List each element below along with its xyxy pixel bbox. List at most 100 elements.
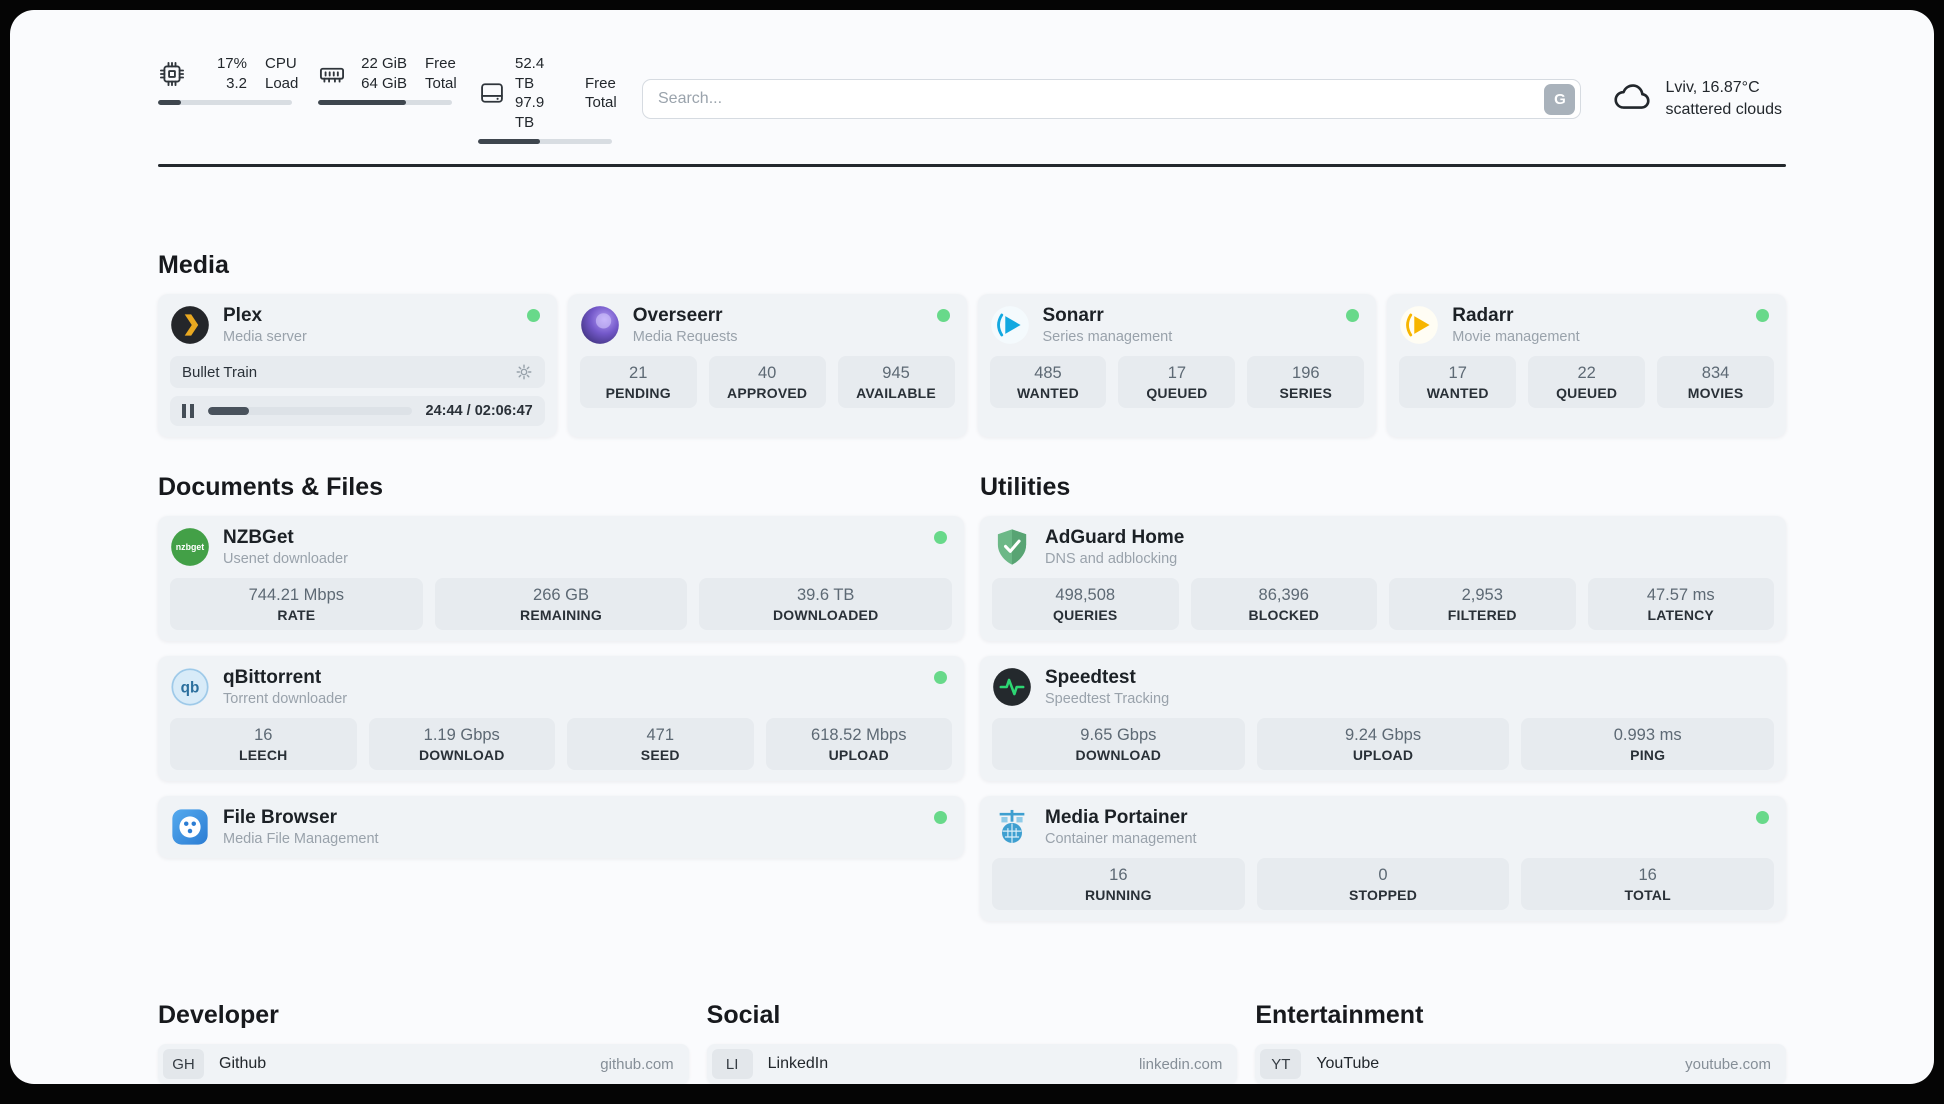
svg-text:nzbget: nzbget <box>176 542 204 552</box>
cpu-load-value: 3.2 <box>226 74 247 92</box>
cpu-label-2: Load <box>265 74 299 92</box>
search-engine-button[interactable]: G <box>1544 83 1576 115</box>
stat-value: 16 <box>1109 866 1128 884</box>
cloud-icon <box>1611 76 1653 123</box>
status-dot <box>1756 309 1769 322</box>
stat-value: 1.19 Gbps <box>423 726 500 744</box>
stat-value: 17 <box>1448 364 1467 382</box>
app-name: Sonarr <box>1042 305 1104 326</box>
search-input[interactable] <box>658 90 1545 108</box>
stat-label: FILTERED <box>1447 607 1517 623</box>
section-media: Media Plex Media server <box>158 251 1786 437</box>
stat-value: 2,953 <box>1461 586 1503 604</box>
app-subtitle: Media server <box>223 329 307 345</box>
gear-icon[interactable] <box>515 363 533 381</box>
stat-value: 618.52 Mbps <box>811 726 907 744</box>
documents-section-title: Documents & Files <box>158 473 384 501</box>
bookmark-name: Github <box>219 1055 267 1072</box>
stat-upload: 9.24 Gbps UPLOAD <box>1256 718 1510 770</box>
stat-label: LATENCY <box>1647 607 1714 623</box>
section-entertainment: Entertainment YT YouTube youtube.com NF … <box>1255 1001 1786 1084</box>
sonarr-card[interactable]: Sonarr Series management 485 WANTED 17 Q… <box>977 294 1377 437</box>
stat-value: 40 <box>757 364 777 382</box>
bookmark-url: github.com <box>600 1055 674 1073</box>
app-subtitle: DNS and adblocking <box>1045 551 1178 567</box>
adguard-icon <box>992 527 1032 567</box>
cpu-icon <box>158 60 186 88</box>
ram-free-value: 22 GiB <box>361 55 407 72</box>
stat-download: 9.65 Gbps DOWNLOAD <box>992 718 1245 770</box>
stat-upload: 618.52 Mbps UPLOAD <box>765 718 952 770</box>
stat-value: 9.65 Gbps <box>1080 726 1157 744</box>
status-dot <box>934 531 947 544</box>
section-developer: Developer GH Github github.com SO StackO… <box>158 1001 689 1084</box>
bookmark-url: linkedin.com <box>1138 1055 1223 1073</box>
disk-label-2: Total <box>585 94 617 111</box>
adguard-card[interactable]: AdGuard Home DNS and adblocking 498,508 … <box>980 516 1786 641</box>
app-subtitle: Media Requests <box>632 329 738 345</box>
nzbget-card[interactable]: nzbget NZBGet Usenet downloader 744.21 M… <box>158 516 964 641</box>
stat-value: 0.993 ms <box>1613 726 1682 744</box>
utilities-section-title: Utilities <box>980 473 1071 501</box>
stat-total: 16 TOTAL <box>1521 858 1775 910</box>
stat-value: 471 <box>646 726 675 744</box>
stat-value: 744.21 Mbps <box>248 586 345 604</box>
stat-value: 266 GB <box>533 586 589 604</box>
stat-running: 16 RUNNING <box>992 858 1245 910</box>
ram-label-2: Total <box>425 74 457 92</box>
status-dot <box>934 811 947 824</box>
stat-label: WANTED <box>1017 385 1079 401</box>
stat-wanted: 485 WANTED <box>989 356 1107 408</box>
disk-monitor: 52.4 TB 97.9 TB Free Total <box>478 54 617 144</box>
stat-queued: 17 QUEUED <box>1118 356 1236 408</box>
radarr-card[interactable]: Radarr Movie management 17 WANTED 22 QUE… <box>1387 294 1786 437</box>
disk-free-value: 52.4 TB <box>515 55 545 92</box>
playback-time: 24:44 / 02:06:47 <box>425 403 533 419</box>
disk-total-value: 97.9 TB <box>515 94 545 131</box>
bookmark-youtube[interactable]: YT YouTube youtube.com <box>1255 1044 1786 1084</box>
pause-icon[interactable] <box>182 404 194 418</box>
stat-label: MOVIES <box>1687 385 1744 401</box>
stat-filtered: 2,953 FILTERED <box>1389 578 1576 630</box>
stat-pending: 21 PENDING <box>579 356 697 408</box>
stat-label: QUERIES <box>1053 607 1118 623</box>
stat-label: DOWNLOADED <box>772 607 879 623</box>
speedtest-icon <box>992 667 1032 707</box>
filebrowser-card[interactable]: File Browser Media File Management <box>158 796 964 858</box>
stat-label: DOWNLOAD <box>418 747 505 763</box>
stat-latency: 47.57 ms LATENCY <box>1587 578 1774 630</box>
status-dot <box>936 309 950 322</box>
stat-label: DOWNLOAD <box>1075 747 1162 763</box>
speedtest-card[interactable]: Speedtest Speedtest Tracking 9.65 Gbps D… <box>980 656 1786 781</box>
ram-icon <box>318 60 346 88</box>
status-dot <box>1346 309 1360 322</box>
bookmark-name: YouTube <box>1316 1055 1380 1072</box>
ram-monitor: 22 GiB 64 GiB Free Total <box>318 54 457 144</box>
youtube-icon: YT <box>1260 1049 1302 1079</box>
weather-condition: scattered clouds <box>1665 101 1782 118</box>
bookmark-linkedin[interactable]: LI LinkedIn linkedin.com <box>706 1044 1238 1084</box>
overseerr-card[interactable]: Overseerr Media Requests 21 PENDING 40 A… <box>567 294 967 437</box>
stat-label: UPLOAD <box>828 747 889 763</box>
stat-label: PENDING <box>605 385 671 401</box>
portainer-card[interactable]: Media Portainer Container management 16 … <box>980 796 1786 921</box>
radarr-icon <box>1399 305 1439 345</box>
seek-fill <box>208 407 249 415</box>
stat-leech: 16 LEECH <box>170 718 357 770</box>
app-name: qBittorrent <box>223 667 322 688</box>
stat-seed: 471 SEED <box>567 718 754 770</box>
ram-total-value: 64 GiB <box>361 74 407 92</box>
stat-label: STOPPED <box>1348 887 1418 903</box>
search-bar[interactable]: G <box>642 79 1582 119</box>
stat-value: 86,396 <box>1258 586 1309 604</box>
cpu-usage-value: 17% <box>216 55 247 72</box>
bookmark-github[interactable]: GH Github github.com <box>158 1044 689 1084</box>
developer-section-title: Developer <box>158 1001 279 1029</box>
nzbget-icon: nzbget <box>170 527 210 567</box>
stat-queued: 22 QUEUED <box>1528 356 1646 408</box>
overseerr-icon <box>580 305 620 345</box>
plex-card[interactable]: Plex Media server Bullet Train <box>158 294 557 437</box>
qbittorrent-card[interactable]: qb qBittorrent Torrent downloader 16 <box>158 656 964 781</box>
section-utilities: Utilities AdGuard Home DNS and adblockin… <box>980 473 1786 921</box>
bookmark-url: youtube.com <box>1685 1055 1771 1073</box>
